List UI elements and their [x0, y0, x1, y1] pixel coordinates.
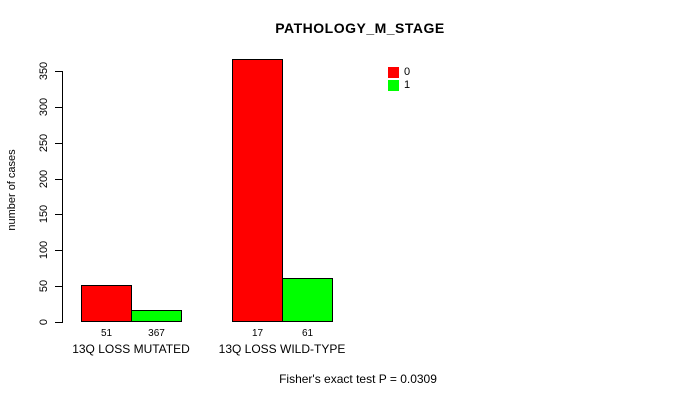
y-axis-tick-label: 300 [38, 97, 50, 117]
legend-swatch-icon [388, 67, 399, 78]
legend-label: 0 [404, 66, 411, 78]
y-axis-tick-label: 150 [38, 204, 50, 224]
y-axis-tick [55, 286, 63, 287]
bar-value-label: 17 [251, 328, 264, 339]
legend-label: 1 [404, 79, 411, 91]
y-axis-tick [55, 214, 63, 215]
y-axis-tick [55, 107, 63, 108]
y-axis-tick [55, 71, 63, 72]
category-label: 13Q LOSS MUTATED [72, 342, 190, 356]
legend-item-0: 0 [388, 66, 410, 79]
y-axis-line [62, 71, 63, 323]
bar-1 [282, 278, 333, 322]
y-axis-tick [55, 143, 63, 144]
bar-value-label: 51 [100, 328, 113, 339]
bar-value-label: 367 [148, 328, 165, 339]
y-axis-tick-label: 350 [38, 61, 50, 81]
y-axis-tick [55, 250, 63, 251]
y-axis-title: number of cases [6, 149, 18, 231]
y-axis-tick-label: 200 [38, 169, 50, 189]
category-label: 13Q LOSS WILD-TYPE [218, 342, 346, 356]
y-axis-tick-label: 50 [38, 279, 50, 293]
legend-item-1: 1 [388, 79, 410, 92]
bar-1 [131, 310, 182, 322]
fisher-test-annotation: Fisher's exact test P = 0.0309 [279, 372, 437, 386]
y-axis-tick-label: 250 [38, 133, 50, 153]
y-axis-tick [55, 322, 63, 323]
y-axis-tick [55, 179, 63, 180]
bar-value-label: 61 [301, 328, 314, 339]
bar-0 [232, 59, 283, 322]
y-axis-tick-label: 0 [38, 318, 50, 326]
legend-swatch-icon [388, 80, 399, 91]
chart-title: PATHOLOGY_M_STAGE [275, 20, 445, 36]
y-axis-tick-label: 100 [38, 240, 50, 260]
bar-0 [81, 285, 132, 322]
